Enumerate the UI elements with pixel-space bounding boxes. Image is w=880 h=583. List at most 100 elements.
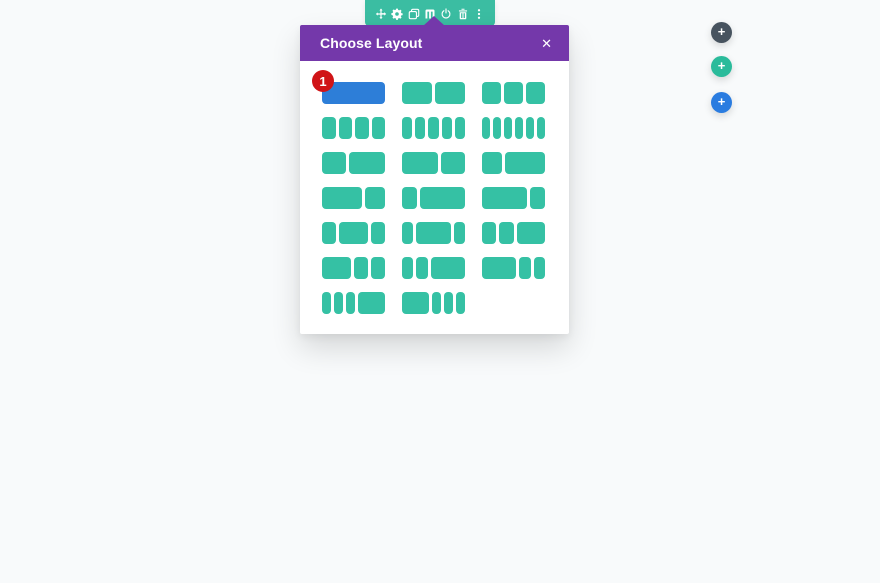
- layout-option-1-4-3-4[interactable]: [402, 187, 465, 209]
- column-swatch: [415, 117, 426, 139]
- column-swatch: [515, 117, 523, 139]
- column-swatch: [504, 117, 512, 139]
- column-swatch: [365, 187, 385, 209]
- column-swatch: [499, 222, 514, 244]
- close-icon: ✕: [541, 35, 552, 51]
- duplicate-icon[interactable]: [407, 7, 421, 21]
- layout-option-1-2-1-4-1-4[interactable]: [322, 257, 385, 279]
- move-icon[interactable]: [374, 7, 388, 21]
- column-swatch: [482, 222, 497, 244]
- settings-icon[interactable]: [390, 7, 404, 21]
- column-swatch: [353, 257, 368, 279]
- column-swatch: [482, 117, 490, 139]
- column-swatch: [441, 117, 452, 139]
- column-swatch: [349, 152, 385, 174]
- modal-body: 1: [300, 61, 569, 334]
- layout-option-2-5-3-5[interactable]: [322, 152, 385, 174]
- layout-option-1-5-1-5-1-5-1-5-1-5[interactable]: [402, 117, 466, 139]
- layout-option-1-6-1-6-1-6-1-6-1-6-1-6[interactable]: [482, 117, 545, 139]
- column-swatch: [435, 82, 465, 104]
- column-swatch: [402, 292, 429, 314]
- column-swatch: [402, 117, 413, 139]
- column-swatch: [482, 152, 502, 174]
- plus-icon: +: [717, 58, 726, 73]
- layout-option-1-6-1-6-1-6-1-2[interactable]: [322, 292, 385, 314]
- column-swatch: [402, 257, 414, 279]
- column-swatch: [530, 187, 545, 209]
- column-swatch: [504, 82, 523, 104]
- column-swatch: [432, 292, 441, 314]
- column-swatch: [322, 82, 385, 104]
- column-swatch: [493, 117, 501, 139]
- columns-icon[interactable]: [423, 7, 437, 21]
- layout-option-1-4-1-4-1-4-1-4[interactable]: [322, 117, 385, 139]
- column-swatch: [322, 187, 362, 209]
- layout-option-2-3-1-3[interactable]: [322, 187, 385, 209]
- add-button-dark[interactable]: +: [711, 22, 732, 43]
- column-swatch: [453, 222, 466, 244]
- choose-layout-modal: Choose Layout ✕ 1: [300, 25, 569, 334]
- column-swatch: [402, 222, 414, 244]
- column-swatch: [334, 292, 343, 314]
- column-swatch: [402, 152, 438, 174]
- column-swatch: [444, 292, 453, 314]
- modal-header: Choose Layout ✕: [300, 25, 569, 61]
- layout-option-1-5-1-5-3-5[interactable]: [402, 257, 466, 279]
- modal-pointer-arrow: [423, 16, 445, 26]
- column-swatch: [322, 117, 336, 139]
- column-swatch: [370, 222, 385, 244]
- column-swatch: [416, 222, 451, 244]
- layout-option-4-4[interactable]: 1: [312, 70, 385, 104]
- column-swatch: [482, 187, 527, 209]
- layout-option-1-2-1-2[interactable]: [402, 82, 465, 104]
- column-swatch: [402, 82, 432, 104]
- column-swatch: [454, 117, 466, 139]
- more-icon[interactable]: [472, 7, 486, 21]
- column-swatch: [322, 257, 351, 279]
- column-swatch: [355, 117, 369, 139]
- column-swatch: [371, 117, 385, 139]
- column-swatch: [322, 222, 337, 244]
- column-swatch: [322, 152, 346, 174]
- column-swatch: [516, 222, 545, 244]
- close-button[interactable]: ✕: [539, 35, 554, 52]
- column-swatch: [358, 292, 385, 314]
- plus-icon: +: [717, 94, 726, 109]
- column-swatch: [370, 257, 385, 279]
- column-swatch: [456, 292, 465, 314]
- layout-option-1-3-2-3[interactable]: [482, 152, 545, 174]
- column-swatch: [505, 152, 545, 174]
- layout-option-3-5-1-5-1-5[interactable]: [482, 257, 546, 279]
- disable-icon[interactable]: [439, 7, 453, 21]
- column-swatch: [526, 82, 545, 104]
- layout-option-1-4-1-2-1-4[interactable]: [322, 222, 385, 244]
- selected-count-badge: 1: [312, 70, 334, 92]
- layout-option-1-2-1-6-1-6-1-6[interactable]: [402, 292, 465, 314]
- column-swatch: [428, 117, 439, 139]
- column-swatch: [519, 257, 531, 279]
- layout-option-1-3-1-3-1-3[interactable]: [482, 82, 545, 104]
- column-swatch: [338, 117, 352, 139]
- delete-icon[interactable]: [456, 7, 470, 21]
- column-swatch: [482, 82, 501, 104]
- layout-grid: 1: [312, 70, 546, 314]
- plus-icon: +: [717, 24, 726, 39]
- layout-option-3-4-1-4[interactable]: [482, 187, 545, 209]
- column-swatch: [322, 292, 331, 314]
- column-swatch: [402, 187, 417, 209]
- column-swatch: [537, 117, 545, 139]
- layout-option-3-5-2-5[interactable]: [402, 152, 465, 174]
- layout-option-1-4-1-4-1-2[interactable]: [482, 222, 545, 244]
- column-swatch: [420, 187, 465, 209]
- add-button-teal[interactable]: +: [711, 56, 732, 77]
- column-swatch: [430, 257, 466, 279]
- column-swatch: [482, 257, 517, 279]
- add-button-blue[interactable]: +: [711, 92, 732, 113]
- column-swatch: [526, 117, 534, 139]
- modal-title: Choose Layout: [320, 35, 423, 51]
- column-swatch: [441, 152, 465, 174]
- column-swatch: [416, 257, 428, 279]
- layout-option-1-5-3-5-1-5[interactable]: [402, 222, 466, 244]
- column-swatch: [533, 257, 546, 279]
